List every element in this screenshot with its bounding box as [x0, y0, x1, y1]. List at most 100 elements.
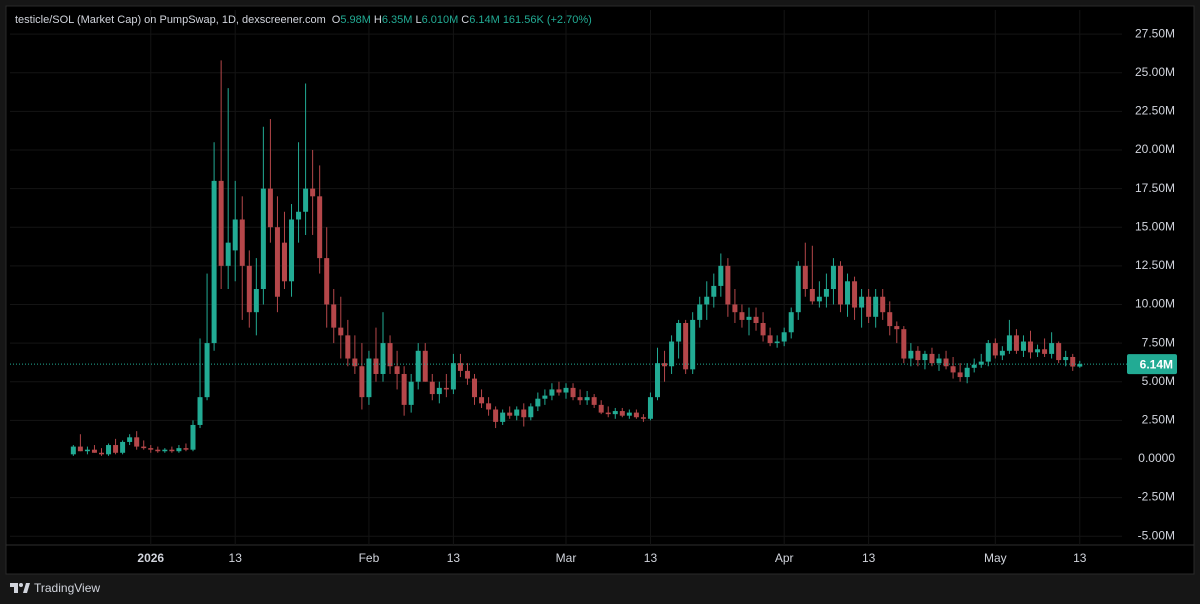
- candle-body: [880, 296, 886, 313]
- candle-body: [549, 389, 555, 396]
- candle-body: [633, 412, 639, 418]
- candle-body: [767, 335, 773, 344]
- candle-body: [753, 316, 759, 323]
- candle-body: [366, 358, 372, 398]
- candle-body: [352, 358, 358, 367]
- candle-body: [401, 373, 407, 405]
- candle-body: [373, 358, 379, 374]
- y-tick-label: 2.50M: [1142, 412, 1175, 426]
- candle-body: [894, 326, 900, 330]
- candle-body: [866, 296, 872, 317]
- candle-body: [950, 366, 956, 373]
- candle-body: [1035, 349, 1041, 353]
- candle-body: [1049, 343, 1055, 354]
- candle-body: [70, 446, 76, 455]
- candle-body: [1056, 343, 1062, 361]
- candle-body: [676, 322, 682, 342]
- chart-title: testicle/SOL (Market Cap) on PumpSwap, 1…: [15, 14, 326, 26]
- candle-body: [443, 387, 449, 390]
- candle-body: [929, 353, 935, 364]
- x-tick-label: Feb: [359, 551, 380, 565]
- last-price-box: [1127, 354, 1177, 375]
- candle-body: [169, 449, 175, 452]
- candle-body: [837, 265, 843, 305]
- candle-body: [859, 296, 865, 308]
- candle-body: [345, 335, 351, 359]
- candle-body: [830, 265, 836, 290]
- candle-body: [823, 289, 829, 297]
- brand: TradingView: [34, 581, 101, 595]
- candle-body: [802, 265, 808, 290]
- candle-body: [795, 265, 801, 313]
- candle-body: [999, 350, 1005, 356]
- candle-body: [394, 366, 400, 374]
- candle-body: [901, 329, 907, 359]
- candle-body: [204, 343, 210, 398]
- candle-body: [887, 312, 893, 327]
- candle-body: [690, 319, 696, 370]
- y-tick-label: 12.50M: [1135, 258, 1175, 272]
- candle-body: [514, 409, 520, 416]
- ohlc-value: 6.010M: [421, 14, 459, 26]
- grid: [10, 10, 1122, 545]
- candle-body: [739, 312, 745, 320]
- chart-frame: [5, 5, 1195, 575]
- candle-body: [584, 397, 590, 401]
- candle-body: [415, 350, 421, 382]
- ohlc-value: 6.14M: [469, 14, 500, 26]
- candle-body: [380, 343, 386, 374]
- y-tick-label: 7.50M: [1142, 335, 1175, 349]
- candle-body: [781, 332, 787, 342]
- candle-body: [542, 395, 548, 399]
- candle-body: [148, 448, 154, 450]
- candle-body: [486, 403, 492, 410]
- candle-body: [718, 265, 724, 286]
- candle-body: [91, 449, 97, 453]
- ohlc-value: 5.98M: [340, 14, 371, 26]
- candle-body: [324, 258, 330, 305]
- logo: [10, 583, 30, 593]
- candle-body: [647, 397, 653, 419]
- candle-body: [260, 188, 266, 290]
- candle-body: [98, 452, 104, 455]
- candle-body: [1006, 335, 1012, 351]
- candle-body: [162, 449, 168, 452]
- candle-body: [1013, 335, 1019, 351]
- candle-body: [472, 378, 478, 398]
- candle-body: [922, 353, 928, 361]
- candle-body: [134, 437, 140, 447]
- candle-body: [436, 387, 442, 395]
- candle-body: [289, 219, 295, 282]
- candle-body: [683, 322, 689, 370]
- ohlc-key: C: [461, 14, 470, 26]
- candle-body: [113, 445, 119, 453]
- candle-body: [232, 219, 238, 251]
- candle-body: [359, 366, 365, 398]
- y-tick-label: 5.00M: [1142, 374, 1175, 388]
- legend-header: testicle/SOL (Market Cap) on PumpSwap, 1…: [15, 14, 595, 26]
- candle-body: [1077, 364, 1083, 367]
- candle-body: [176, 448, 182, 452]
- candle-body: [127, 437, 133, 442]
- candle-body: [77, 446, 83, 452]
- candle-body: [1070, 356, 1076, 367]
- candle-body: [971, 364, 977, 368]
- candle-body: [978, 361, 984, 365]
- candle-body: [493, 409, 499, 422]
- y-tick-label: 27.50M: [1135, 26, 1175, 40]
- candle-body: [246, 265, 252, 313]
- candle-body: [852, 281, 858, 308]
- candle-body: [577, 397, 583, 401]
- candle-body: [816, 296, 822, 302]
- candle-body: [1063, 356, 1069, 361]
- candle-body: [457, 363, 463, 371]
- x-tick-label: 13: [447, 551, 461, 565]
- candle-body: [464, 370, 470, 379]
- candle-body: [317, 196, 323, 259]
- x-tick-label: 2026: [137, 551, 164, 565]
- y-tick-label: 25.00M: [1135, 65, 1175, 79]
- candle-body: [338, 327, 344, 336]
- x-tick-label: 13: [644, 551, 658, 565]
- candle-body: [535, 398, 541, 407]
